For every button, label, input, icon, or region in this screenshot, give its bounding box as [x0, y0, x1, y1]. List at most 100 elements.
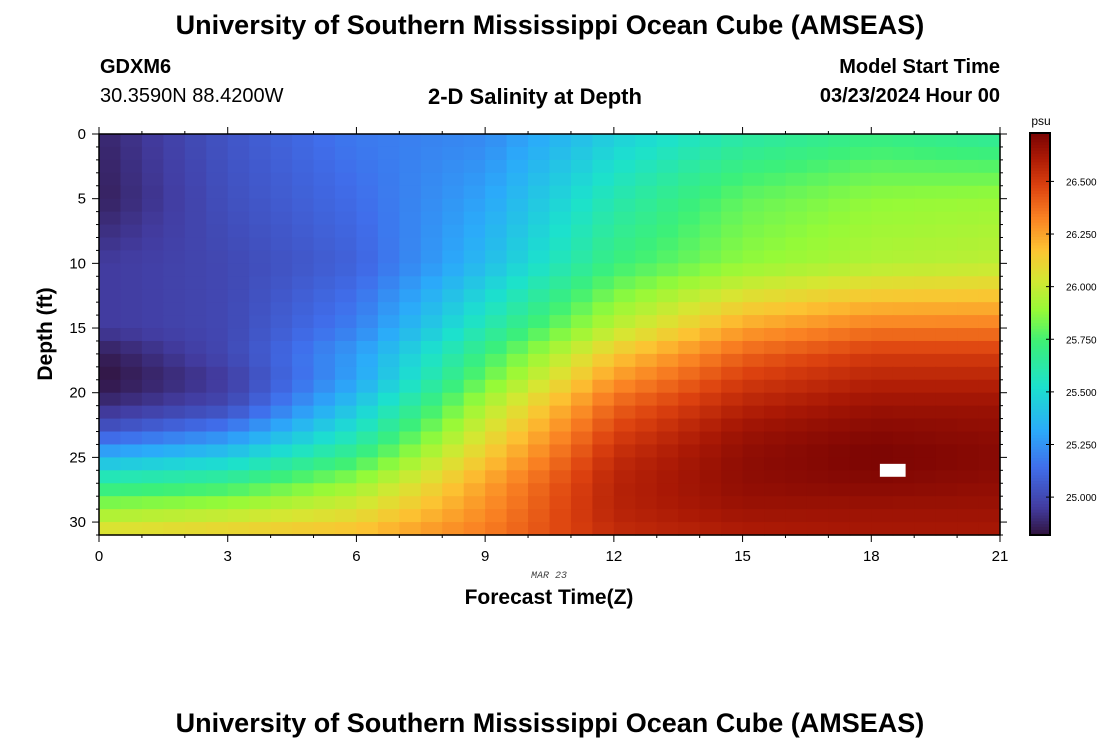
heatmap-cell — [270, 289, 293, 303]
heatmap-cell — [914, 353, 937, 368]
heatmap-cell — [528, 457, 551, 471]
heatmap-cell — [377, 211, 400, 226]
heatmap-cell — [892, 211, 915, 226]
heatmap-cell — [99, 211, 122, 226]
heatmap-cell — [249, 315, 272, 329]
heatmap-cell — [635, 276, 658, 290]
heatmap-cell — [442, 289, 465, 303]
heatmap-cell — [249, 289, 272, 303]
heatmap-cell — [892, 276, 915, 290]
heatmap-cell — [485, 134, 508, 148]
heatmap-cell — [206, 198, 229, 213]
heatmap-cell — [206, 134, 229, 148]
x-tick-label: 12 — [606, 548, 623, 565]
heatmap-cell — [206, 366, 229, 381]
heatmap-cell — [485, 159, 508, 174]
heatmap-cell — [613, 172, 636, 187]
heatmap-cell — [699, 366, 722, 381]
heatmap-cell — [914, 315, 937, 329]
colorbar-segment — [1030, 270, 1050, 275]
heatmap-cell — [764, 328, 787, 342]
heatmap-cell — [506, 340, 529, 355]
heatmap-cell — [978, 302, 1001, 316]
heatmap-cell — [485, 237, 508, 252]
heatmap-cell — [292, 431, 315, 446]
colorbar-segment — [1030, 345, 1050, 349]
heatmap-cell — [120, 418, 143, 433]
heatmap-cell — [528, 302, 551, 316]
heatmap-cell — [957, 379, 980, 394]
heatmap-cell — [592, 198, 615, 213]
heatmap-cell — [120, 340, 143, 355]
heatmap-cell — [935, 276, 958, 290]
heatmap-cell — [141, 444, 164, 458]
heatmap-cell — [270, 366, 293, 381]
heatmap-cell — [871, 289, 894, 303]
heatmap-cell — [592, 483, 615, 497]
heatmap-cell — [699, 289, 722, 303]
heatmap-cell — [935, 509, 958, 523]
heatmap-cell — [334, 250, 358, 264]
heatmap-cell — [635, 444, 658, 458]
heatmap-cell — [613, 263, 636, 277]
heatmap-cell — [635, 418, 658, 433]
colorbar-segment — [1030, 305, 1050, 309]
heatmap-cell — [141, 172, 164, 187]
heatmap-cell — [721, 509, 744, 523]
heatmap-cell — [356, 134, 379, 148]
heatmap-cell — [377, 418, 400, 433]
heatmap-cell — [141, 457, 164, 471]
heatmap-cell — [292, 134, 315, 148]
heatmap-cell — [678, 470, 701, 484]
x-tick-label: 3 — [224, 548, 232, 565]
heatmap-cell — [699, 146, 722, 161]
heatmap-cell — [463, 470, 486, 484]
heatmap-cell — [184, 366, 207, 381]
heatmap-cell — [420, 405, 443, 420]
heatmap-cell — [334, 315, 358, 329]
heatmap-cell — [549, 276, 572, 290]
heatmap-cell — [699, 392, 722, 407]
heatmap-cell — [806, 224, 829, 239]
heatmap-cell — [721, 470, 744, 484]
heatmap-cell — [592, 237, 615, 252]
heatmap-cell — [978, 237, 1001, 252]
heatmap-cell — [549, 392, 572, 407]
colorbar-segment — [1030, 514, 1050, 519]
heatmap-cell — [270, 457, 293, 471]
heatmap-cell — [227, 405, 250, 420]
heatmap-cell — [892, 431, 915, 446]
heatmap-cell — [120, 509, 143, 523]
heatmap-cell — [613, 159, 636, 174]
heatmap-cell — [485, 496, 508, 510]
colorbar-segment — [1030, 494, 1050, 499]
heatmap-cell — [978, 198, 1001, 213]
station-id: GDXM6 — [100, 56, 172, 78]
heatmap-cell — [592, 211, 615, 226]
heatmap-cell — [206, 509, 229, 523]
heatmap-cell — [334, 263, 358, 277]
colorbar-segment — [1030, 322, 1050, 326]
heatmap-cell — [892, 444, 915, 458]
heatmap-cell — [206, 496, 229, 510]
colorbar-segment — [1030, 190, 1050, 194]
heatmap-cell — [721, 185, 744, 200]
heatmap-cell — [528, 431, 551, 446]
heatmap-cell — [678, 185, 701, 200]
heatmap-cell — [313, 302, 336, 316]
heatmap-cell — [528, 522, 551, 536]
colorbar-segment — [1030, 285, 1050, 289]
heatmap-cell — [678, 237, 701, 252]
heatmap-cell — [249, 509, 272, 523]
heatmap-cell — [935, 496, 958, 510]
heatmap-cell — [721, 431, 744, 446]
heatmap-cell — [613, 470, 636, 484]
heatmap-cell — [442, 211, 465, 226]
colorbar-segment — [1030, 517, 1050, 522]
heatmap-cell — [270, 392, 293, 407]
heatmap-cell — [978, 340, 1001, 355]
heatmap-cell — [978, 250, 1001, 264]
heatmap-cell — [227, 302, 250, 316]
heatmap-cell — [785, 457, 808, 471]
